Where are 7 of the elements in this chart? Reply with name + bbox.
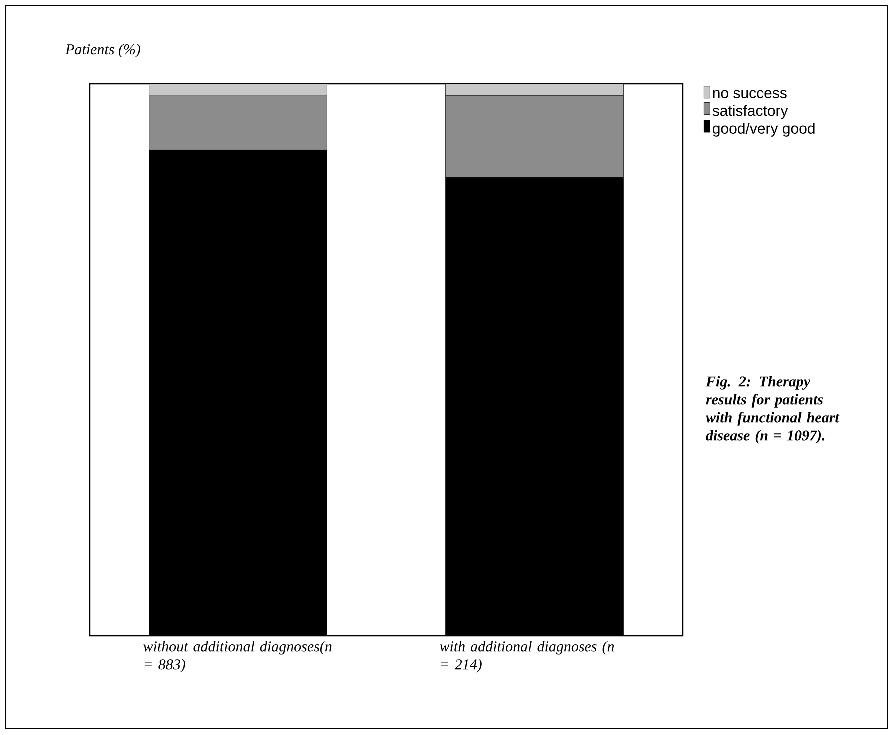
x-tick-label: with additional diagnoses (n = 214)	[440, 641, 614, 673]
legend-label: good/very good	[713, 122, 815, 137]
legend-label: no success	[713, 90, 787, 98]
legend-label: satisfactory	[712, 105, 788, 120]
y-axis-title: Patients (%)	[65, 44, 140, 58]
caption: Fig. 2: Therapy results for patients with functional heart disease (n = 1097).	[706, 376, 840, 444]
x-tick-label: without additional diagnoses(n = 883)	[144, 641, 332, 673]
